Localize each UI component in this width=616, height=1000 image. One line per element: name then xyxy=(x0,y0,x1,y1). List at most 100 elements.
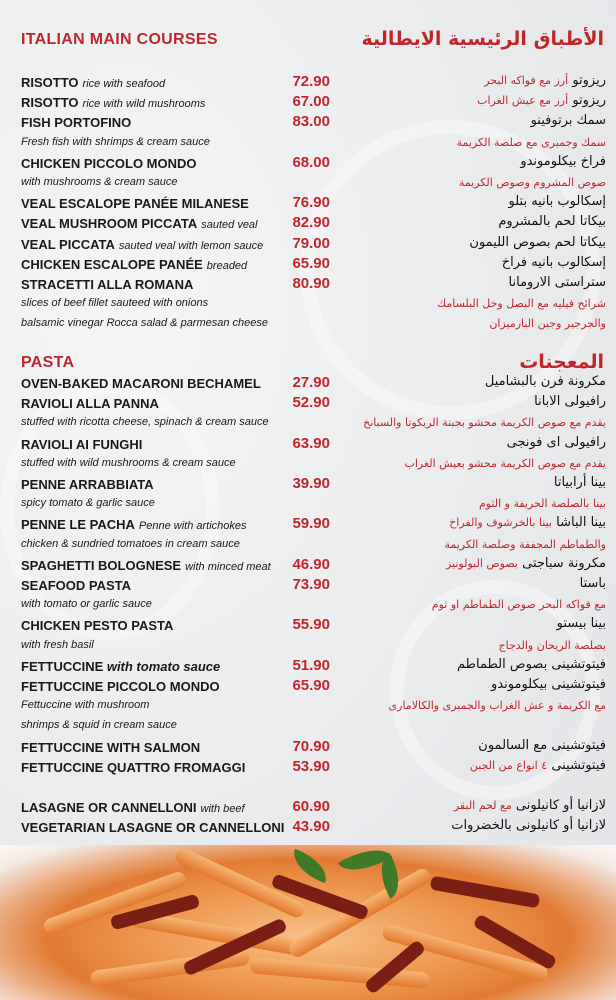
item-english: RISOTTO rice with seafood xyxy=(21,75,165,90)
item-name-italic: with tomato sauce xyxy=(106,658,221,674)
menu-item[interactable]: RISOTTO rice with wild mushrooms 67.00 ريزو… xyxy=(0,93,616,113)
item-name-arabic: فيتوتشينى مع السالمون xyxy=(478,737,606,753)
section-title-arabic: المعجنات xyxy=(519,351,604,373)
item-english: SPAGHETTI BOLOGNESE with minced meat xyxy=(21,558,271,573)
menu-item[interactable]: RAVIOLI ALLA PANNA 52.90 رافيولى الابانا xyxy=(0,394,616,414)
item-english: FETTUCCINE QUATTRO FROMAGGI xyxy=(21,760,245,775)
menu-item[interactable]: CHICKEN PESTO PASTA 55.90 بينا بيستو xyxy=(0,616,616,636)
item-description: with mushrooms & cream sauce xyxy=(21,176,178,188)
item-english: VEAL ESCALOPE PANÉE MILANESE xyxy=(21,196,249,211)
menu-item[interactable]: SEAFOOD PASTA 73.90 باستا xyxy=(0,576,616,596)
item-name: CHICKEN PICCOLO MONDO xyxy=(21,155,197,171)
item-name-arabic: فيتوتشينى xyxy=(551,757,606,773)
item-price: 43.90 xyxy=(292,818,330,836)
item-english: CHICKEN ESCALOPE PANÉE breaded xyxy=(21,257,247,272)
item-description: Penne with artichokes xyxy=(138,520,247,533)
menu-item[interactable]: FETTUCCINE QUATTRO FROMAGGI 53.90 فيتوتشين… xyxy=(0,758,616,778)
item-price: 65.90 xyxy=(292,677,330,694)
item-name: RAVIOLI ALLA PANNA xyxy=(21,396,159,412)
menu-item[interactable]: STRACETTI ALLA ROMANA 80.90 ستراستى الاروم… xyxy=(0,275,616,295)
menu-item[interactable]: PENNE LE PACHA Penne with artichokes 59.90… xyxy=(0,515,616,535)
item-price: 80.90 xyxy=(292,275,330,292)
menu-item[interactable]: SPAGHETTI BOLOGNESE with minced meat 46.90… xyxy=(0,556,616,576)
item-arabic: رافيولى اى فونجى xyxy=(507,435,606,450)
item-description: chicken & sundried tomatoes in cream sau… xyxy=(21,537,240,550)
menu-item[interactable]: FISH PORTOFINO 83.00 سمك برتوفينو xyxy=(0,113,616,133)
item-description-arabic: مع لحم البقر xyxy=(453,799,512,813)
item-arabic: ريزوتو أرز مع عيش الغراب xyxy=(477,93,606,108)
item-price: 39.90 xyxy=(292,475,330,492)
item-name: VEAL MUSHROOM PICCATA xyxy=(21,216,198,232)
item-price: 76.90 xyxy=(292,194,330,212)
item-description-arabic: بصوص البولونيز xyxy=(445,556,518,570)
menu-item[interactable]: FETTUCCINE WITH SALMON 70.90 فيتوتشينى مع … xyxy=(0,738,616,758)
item-description-arabic: أرز مع فواكه البحر xyxy=(484,74,569,87)
item-description: slices of beef fillet sauteed with onion… xyxy=(21,297,209,310)
item-description: spicy tomato & garlic sauce xyxy=(21,497,155,510)
item-arabic: مكرونة فرن بالبشاميل xyxy=(485,374,606,389)
item-english: FISH PORTOFINO xyxy=(21,115,131,130)
menu-item[interactable]: VEAL ESCALOPE PANÉE MILANESE 76.90 إسكالوب… xyxy=(0,194,616,214)
item-name: FETTUCCINE PICCOLO MONDO xyxy=(21,679,220,694)
item-name: SPAGHETTI BOLOGNESE xyxy=(21,557,182,573)
item-price: 65.90 xyxy=(292,254,330,272)
item-english: FETTUCCINE with tomato sauce xyxy=(21,659,220,674)
item-arabic: لازانيا أو كانيلونى بالخضروات xyxy=(451,818,606,833)
item-description: sauted veal xyxy=(201,219,258,232)
menu-item[interactable]: FETTUCCINE with tomato sauce 51.90 فيتوتشي… xyxy=(0,657,616,677)
item-description-arabic: والطماطم المجففة وصلصة الكريمة xyxy=(444,537,606,551)
section-title-arabic: الأطباق الرئيسية الايطالية xyxy=(361,28,604,50)
section-title: PASTA xyxy=(21,354,75,371)
item-name-arabic: فيتوتشينى بيكلوموندو xyxy=(491,677,606,692)
item-arabic: فيتوتشينى بصوص الطماطم xyxy=(457,657,606,672)
menu-item-detail: with fresh basil بصلصة الريحان والدجاج xyxy=(0,637,616,657)
item-english: STRACETTI ALLA ROMANA xyxy=(21,277,193,292)
item-description-arabic: يقدم مع صوص الكريمة محشو بعيش الغراب xyxy=(404,456,606,470)
menu-item[interactable]: VEAL MUSHROOM PICCATA sauted veal 82.90 بيك… xyxy=(0,214,616,234)
item-name-arabic: ريزوتو xyxy=(572,93,606,109)
item-english: RAVIOLI ALLA PANNA xyxy=(21,396,159,411)
item-description: rice with seafood xyxy=(82,78,166,90)
menu-item[interactable]: OVEN-BAKED MACARONI BECHAMEL 27.90 مكرونة … xyxy=(0,374,616,394)
item-english: OVEN-BAKED MACARONI BECHAMEL xyxy=(21,376,261,391)
item-price: 70.90 xyxy=(292,737,330,755)
item-english: FETTUCCINE WITH SALMON xyxy=(21,740,200,755)
item-description: with beef xyxy=(200,803,245,816)
item-arabic: إسكالوب بانيه بتلو xyxy=(509,194,606,209)
item-description-arabic: ٤ انواع من الجبن xyxy=(469,758,548,772)
menu-item[interactable]: LASAGNE OR CANNELLONI with beef 60.90 لازان… xyxy=(0,798,616,818)
item-name: FETTUCCINE WITH SALMON xyxy=(21,739,201,755)
menu-item[interactable]: FETTUCCINE PICCOLO MONDO 65.90 فيتوتشينى ب… xyxy=(0,677,616,697)
item-name: STRACETTI ALLA ROMANA xyxy=(21,277,194,292)
item-name: RAVIOLI AI FUNGHI xyxy=(21,436,143,452)
item-name-arabic: رافيولى الابانا xyxy=(534,394,606,410)
menu-item[interactable]: RAVIOLI AI FUNGHI 63.90 رافيولى اى فونجى xyxy=(0,435,616,455)
menu-item[interactable]: CHICKEN ESCALOPE PANÉE breaded 65.90 إسكالو… xyxy=(0,255,616,275)
item-name-arabic: إسكالوب بانيه فراخ xyxy=(501,254,606,270)
item-description: Fettuccine with mushroom xyxy=(21,699,150,712)
item-arabic: باستا xyxy=(580,576,606,591)
item-arabic: بيكاتا لحم بالمشروم xyxy=(498,214,606,229)
item-description: Fresh fish with shrimps & cream sauce xyxy=(21,135,210,148)
item-name-arabic: إسكالوب بانيه بتلو xyxy=(508,194,606,210)
menu-item[interactable]: VEAL PICCATA sauted veal with lemon sauce… xyxy=(0,235,616,255)
menu-item[interactable]: RISOTTO rice with seafood 72.90 ريزوتو أرز … xyxy=(0,73,616,93)
section-title: ITALIAN MAIN COURSES xyxy=(21,31,218,48)
item-name-arabic: فيتوتشينى بصوص الطماطم xyxy=(457,656,606,672)
menu-item-detail: spicy tomato & garlic sauce بينا بالصلصة … xyxy=(0,495,616,515)
menu-item[interactable]: CHICKEN PICCOLO MONDO 68.00 فراخ بيكلوموند… xyxy=(0,154,616,174)
item-name: CHICKEN ESCALOPE PANÉE xyxy=(21,256,203,272)
item-name-arabic: فراخ بيكلوموندو xyxy=(520,153,606,169)
item-name-arabic: ريزوتو xyxy=(572,73,606,88)
menu-item[interactable]: PENNE ARRABBIATA 39.90 بينا أرابياتا xyxy=(0,475,616,495)
item-price: 72.90 xyxy=(292,73,330,90)
item-name: RISOTTO xyxy=(21,95,79,111)
item-arabic: ريزوتو أرز مع فواكه البحر xyxy=(484,73,606,88)
item-description: sauted veal with lemon sauce xyxy=(118,239,264,252)
item-english: SEAFOOD PASTA xyxy=(21,578,131,593)
item-name: LASAGNE OR CANNELLONI xyxy=(21,800,197,816)
item-name: OVEN-BAKED MACARONI BECHAMEL xyxy=(21,376,261,391)
item-english: RAVIOLI AI FUNGHI xyxy=(21,437,142,452)
menu-item[interactable]: VEGETARIAN LASAGNE OR CANNELLONI 43.90 لاز… xyxy=(0,818,616,838)
item-arabic: بينا أرابياتا xyxy=(554,475,606,490)
